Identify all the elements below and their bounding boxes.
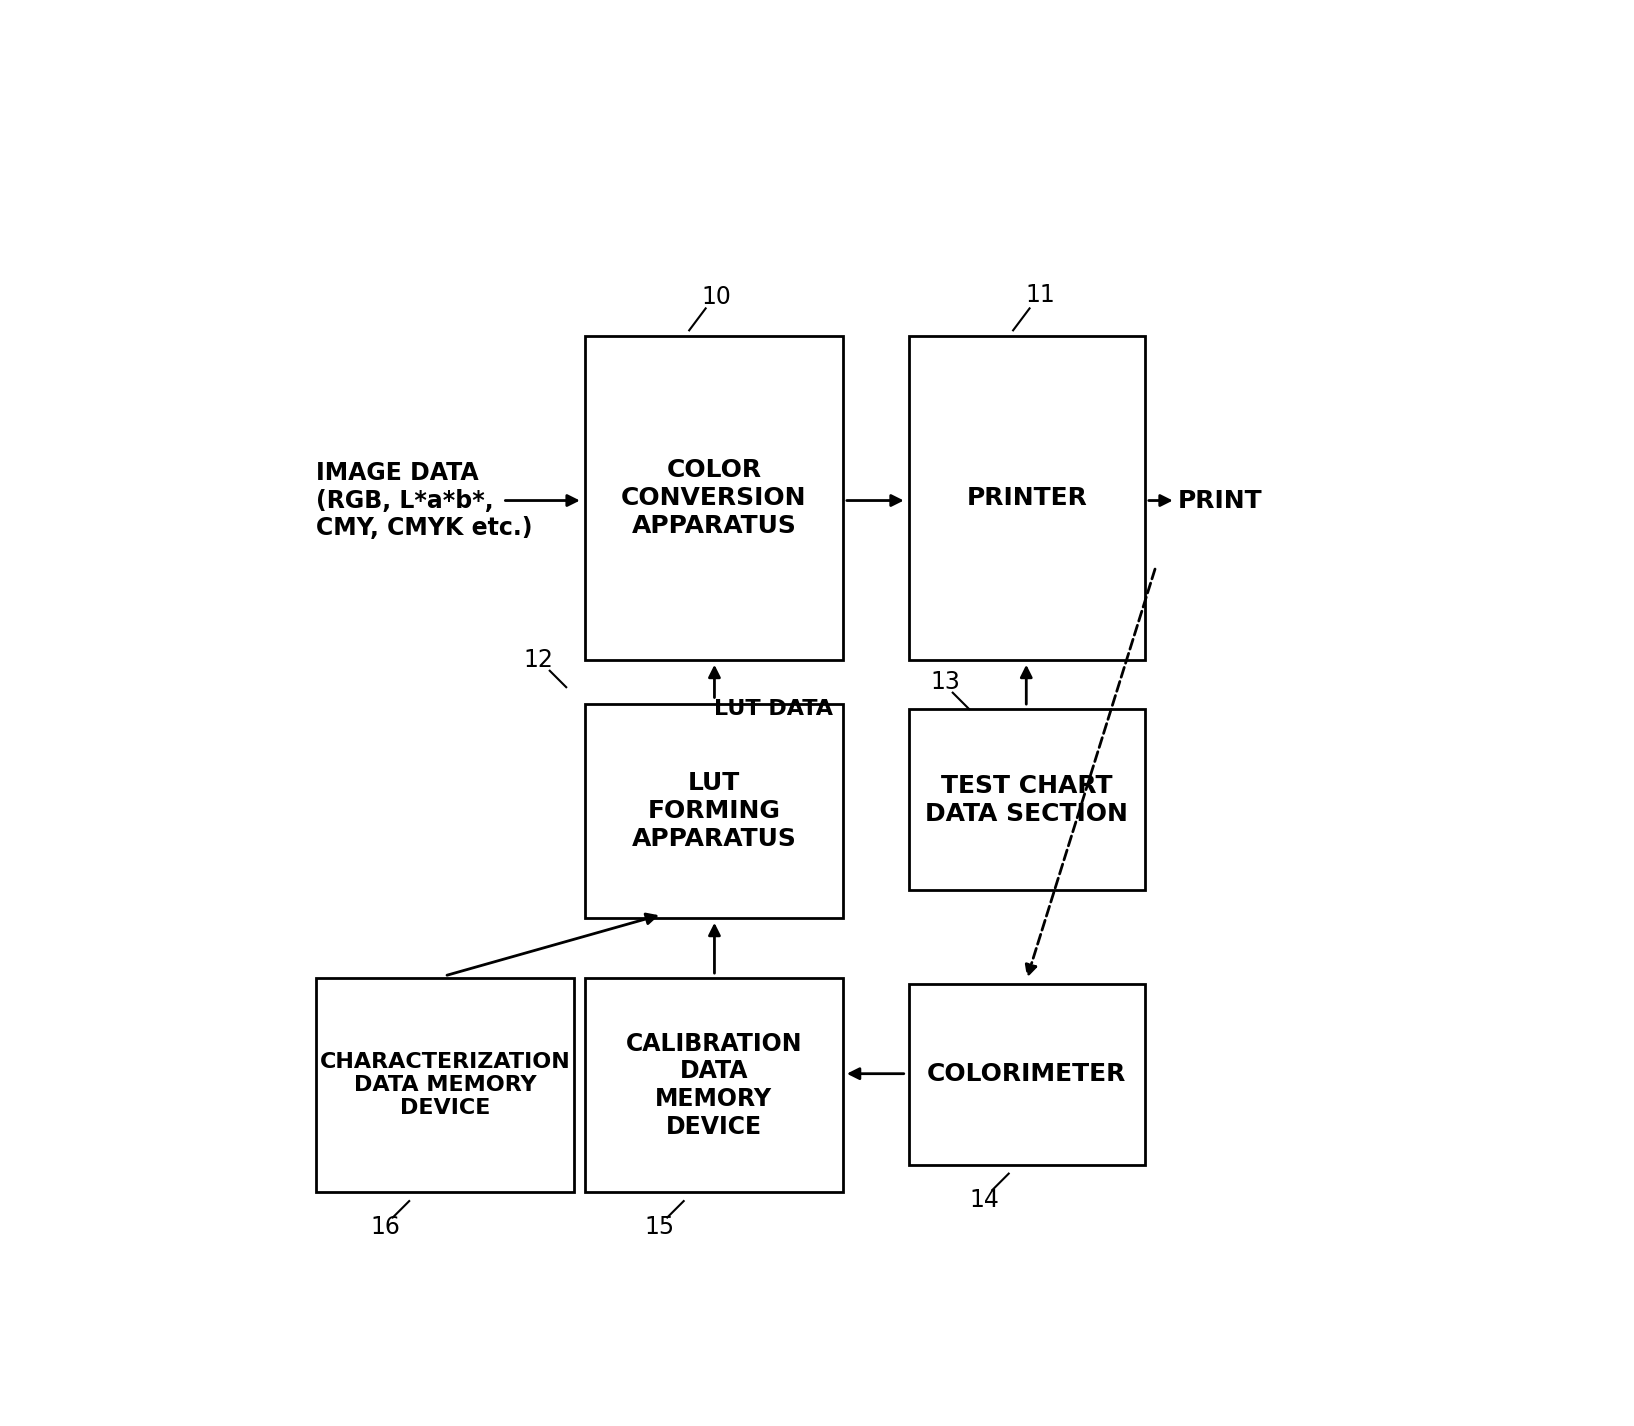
Bar (909, 335, 1145, 660)
Text: LUT DATA: LUT DATA (714, 699, 833, 719)
Text: COLOR
CONVERSION
APPARATUS: COLOR CONVERSION APPARATUS (621, 458, 807, 538)
Text: LUT
FORMING
APPARATUS: LUT FORMING APPARATUS (631, 771, 796, 850)
Text: PRINT: PRINT (1178, 489, 1263, 512)
Bar (585, 335, 843, 660)
Text: 16: 16 (371, 1215, 400, 1239)
Text: 11: 11 (1026, 284, 1056, 307)
Text: 13: 13 (930, 670, 959, 693)
Text: TEST CHART
DATA SECTION: TEST CHART DATA SECTION (925, 774, 1127, 826)
Bar (909, 984, 1145, 1165)
Bar (909, 709, 1145, 890)
Text: IMAGE DATA
(RGB, L*a*b*,
CMY, CMYK etc.): IMAGE DATA (RGB, L*a*b*, CMY, CMYK etc.) (315, 461, 533, 540)
Text: 12: 12 (525, 647, 554, 672)
Text: CHARACTERIZATION
DATA MEMORY
DEVICE: CHARACTERIZATION DATA MEMORY DEVICE (320, 1052, 570, 1118)
Bar (585, 703, 843, 918)
Bar (315, 978, 574, 1192)
Text: PRINTER: PRINTER (966, 486, 1087, 509)
Text: COLORIMETER: COLORIMETER (926, 1062, 1126, 1087)
Bar (585, 978, 843, 1192)
Text: 10: 10 (701, 285, 732, 309)
Text: 14: 14 (969, 1188, 1000, 1212)
Text: 15: 15 (644, 1215, 675, 1239)
Text: CALIBRATION
DATA
MEMORY
DEVICE: CALIBRATION DATA MEMORY DEVICE (626, 1031, 802, 1139)
